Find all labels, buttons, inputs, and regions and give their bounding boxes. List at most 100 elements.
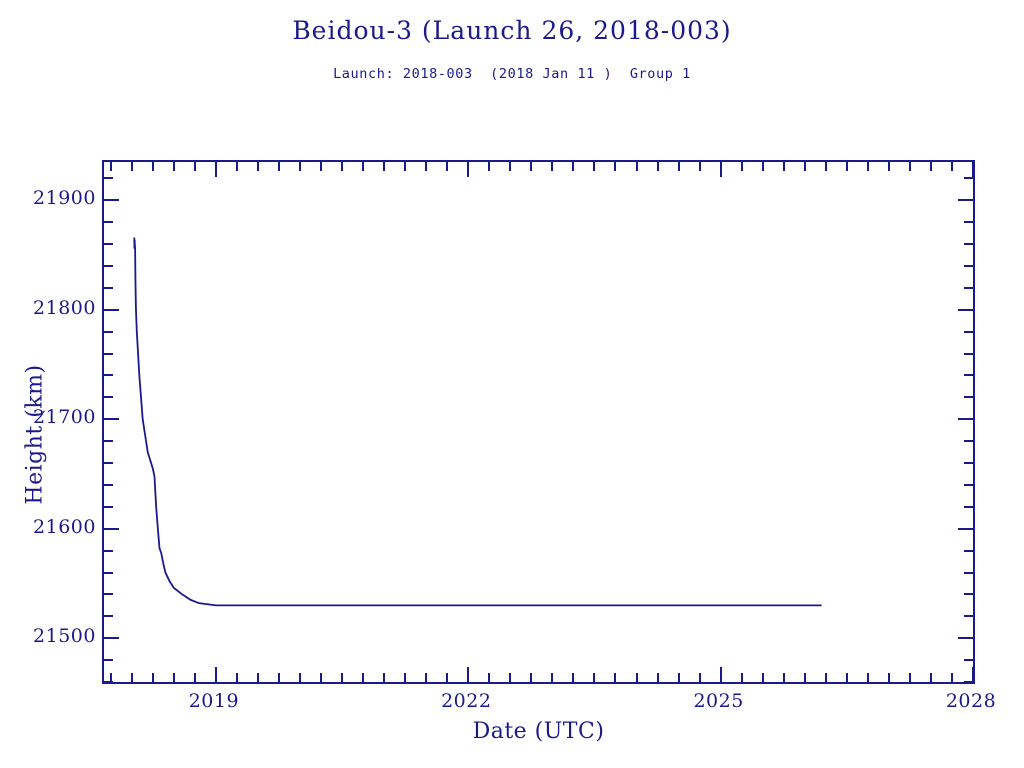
y-tick-major-right xyxy=(958,418,973,421)
x-tick-minor xyxy=(530,673,533,682)
y-tick-major xyxy=(104,637,119,640)
x-tick-minor-top xyxy=(698,162,701,171)
x-tick-minor xyxy=(950,673,953,682)
y-tick-major xyxy=(104,418,119,421)
x-tick-minor xyxy=(235,673,238,682)
x-tick-minor xyxy=(572,673,575,682)
plot-frame xyxy=(102,160,975,684)
x-tick-minor xyxy=(109,673,112,682)
x-tick-minor xyxy=(740,673,743,682)
y-tick-minor-right xyxy=(964,352,973,355)
x-tick-minor xyxy=(698,673,701,682)
y-tick-minor-right xyxy=(964,330,973,333)
x-tick-minor-top xyxy=(341,162,344,171)
x-tick-minor-top xyxy=(929,162,932,171)
x-tick-major xyxy=(214,667,217,682)
x-tick-minor xyxy=(845,673,848,682)
y-tick-minor-right xyxy=(964,221,973,224)
y-tick-minor-right xyxy=(964,505,973,508)
y-tick-minor-right xyxy=(964,374,973,377)
x-tick-minor-top xyxy=(256,162,259,171)
x-tick-minor-top xyxy=(740,162,743,171)
x-tick-minor xyxy=(887,673,890,682)
x-tick-major-top xyxy=(972,162,974,177)
y-tick-minor xyxy=(104,265,113,267)
y-tick-minor-right xyxy=(964,615,973,618)
y-tick-minor-right xyxy=(964,462,973,465)
x-tick-minor-top xyxy=(761,162,764,171)
x-tick-minor xyxy=(151,673,154,682)
x-tick-minor xyxy=(488,673,491,682)
y-tick-minor xyxy=(104,221,113,224)
x-tick-minor-top xyxy=(824,162,827,171)
data-series-line xyxy=(133,237,822,607)
x-tick-minor xyxy=(656,673,659,682)
y-tick-minor xyxy=(104,177,113,180)
x-tick-minor xyxy=(593,673,596,682)
x-tick-minor xyxy=(761,673,764,682)
y-tick-minor xyxy=(104,286,113,289)
x-tick-minor-top xyxy=(677,162,680,171)
y-tick-minor-right xyxy=(964,177,973,180)
y-tick-label: 21500 xyxy=(33,625,96,648)
x-tick-major-top xyxy=(719,162,722,177)
y-tick-minor-right xyxy=(964,681,973,683)
x-tick-minor-top xyxy=(635,162,638,171)
y-tick-minor-right xyxy=(964,593,973,596)
x-tick-minor-top xyxy=(193,162,196,171)
x-tick-minor xyxy=(929,673,932,682)
y-tick-label: 21700 xyxy=(33,406,96,429)
x-tick-minor xyxy=(362,673,365,682)
x-tick-major xyxy=(719,667,722,682)
x-tick-minor xyxy=(824,673,827,682)
y-tick-major-right xyxy=(958,199,973,202)
y-tick-minor xyxy=(104,593,113,596)
plot-area xyxy=(104,162,973,682)
y-tick-minor xyxy=(104,462,113,465)
chart-title: Beidou-3 (Launch 26, 2018-003) xyxy=(292,16,732,45)
x-tick-minor xyxy=(551,673,554,682)
x-tick-minor-top xyxy=(383,162,386,171)
x-tick-minor-top xyxy=(109,162,112,171)
y-tick-minor-right xyxy=(964,286,973,289)
x-tick-minor xyxy=(172,673,175,682)
x-tick-major xyxy=(467,667,470,682)
x-tick-minor xyxy=(425,673,428,682)
y-tick-minor-right xyxy=(964,571,973,574)
chart-subtitle: Launch: 2018-003 (2018 Jan 11 ) Group 1 xyxy=(333,66,691,82)
y-axis-title: Height (km) xyxy=(22,364,48,505)
y-tick-minor xyxy=(104,440,113,443)
x-tick-minor xyxy=(509,673,512,682)
y-tick-minor xyxy=(104,243,113,246)
y-tick-minor-right xyxy=(964,440,973,443)
x-tick-minor xyxy=(256,673,259,682)
x-tick-minor-top xyxy=(950,162,953,171)
x-tick-minor xyxy=(404,673,407,682)
y-tick-major-right xyxy=(958,308,973,311)
y-tick-minor-right xyxy=(964,659,973,662)
y-tick-minor xyxy=(104,374,113,377)
y-tick-minor xyxy=(104,549,113,552)
y-tick-minor-right xyxy=(964,549,973,552)
x-tick-minor-top xyxy=(887,162,890,171)
x-tick-label: 2028 xyxy=(945,690,997,712)
x-tick-minor xyxy=(782,673,785,682)
x-tick-major xyxy=(972,667,974,682)
y-tick-major-right xyxy=(958,527,973,530)
y-tick-minor xyxy=(104,681,113,683)
x-tick-minor-top xyxy=(845,162,848,171)
x-tick-minor xyxy=(614,673,617,682)
y-tick-label: 21800 xyxy=(33,296,96,319)
x-tick-minor xyxy=(908,673,911,682)
x-axis-tick-labels: 2019 2022 2025 2028 xyxy=(102,690,996,716)
x-tick-minor-top xyxy=(320,162,323,171)
x-tick-major-top xyxy=(467,162,470,177)
x-tick-minor-top xyxy=(235,162,238,171)
x-tick-minor-top xyxy=(593,162,596,171)
x-tick-minor-top xyxy=(782,162,785,171)
x-tick-minor xyxy=(341,673,344,682)
y-tick-minor-right xyxy=(964,483,973,486)
y-tick-minor xyxy=(104,330,113,333)
x-tick-minor xyxy=(299,673,301,682)
